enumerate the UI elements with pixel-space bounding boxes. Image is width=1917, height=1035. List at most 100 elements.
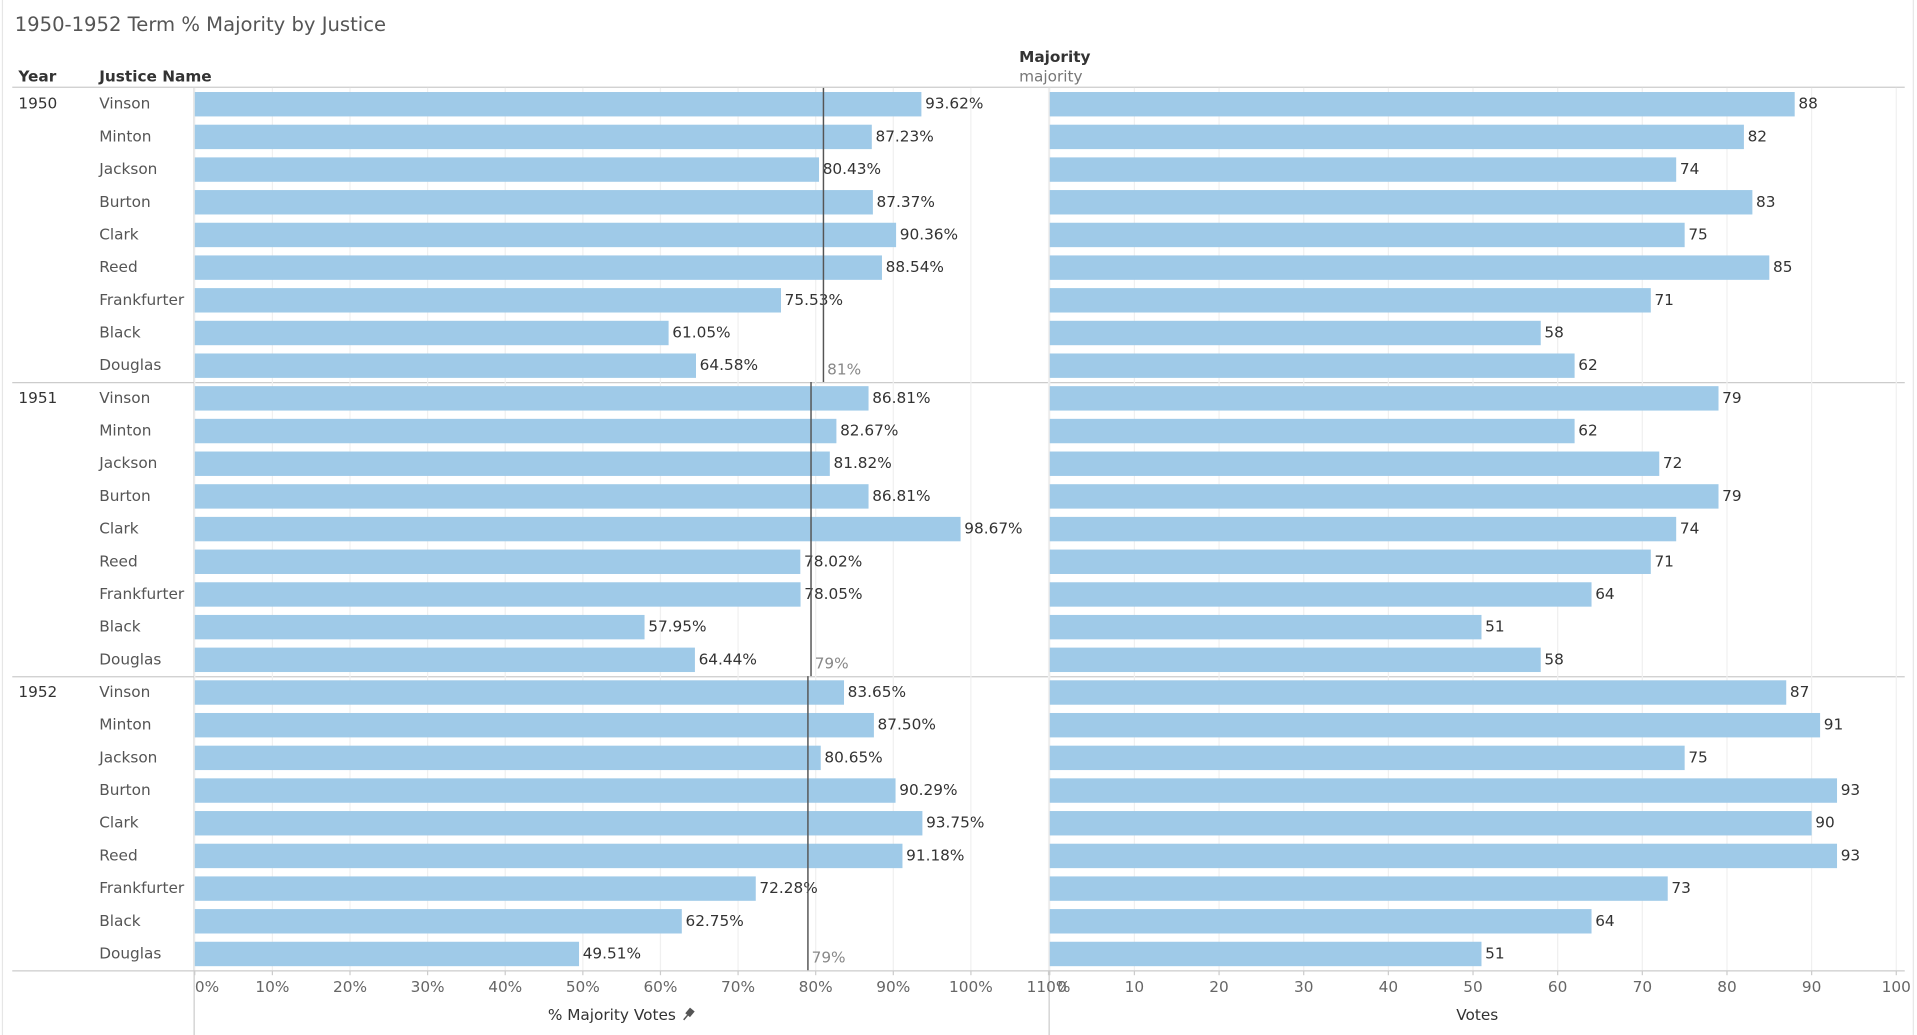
value-label: 81.82% bbox=[833, 454, 891, 472]
category-label: Burton bbox=[99, 781, 151, 799]
category-label: Black bbox=[99, 618, 141, 636]
category-label: Reed bbox=[99, 552, 137, 570]
value-label: 61.05% bbox=[672, 324, 730, 342]
bar bbox=[194, 647, 695, 673]
x-tick-label: 40% bbox=[488, 978, 522, 996]
bar bbox=[1049, 680, 1787, 705]
bar bbox=[1049, 811, 1812, 836]
column-header: Justice Name bbox=[98, 67, 211, 85]
pin-icon bbox=[683, 1007, 695, 1021]
x-tick-label: 90% bbox=[876, 978, 910, 996]
value-label: 75.53% bbox=[785, 291, 843, 309]
bar bbox=[1049, 288, 1651, 313]
category-label: Reed bbox=[99, 846, 137, 864]
year-label: 1951 bbox=[18, 389, 57, 407]
bar bbox=[1049, 941, 1482, 967]
category-label: Vinson bbox=[99, 95, 150, 113]
x-tick-label: 30% bbox=[411, 978, 445, 996]
bar bbox=[1049, 92, 1795, 117]
bar bbox=[194, 909, 682, 934]
value-label: 62.75% bbox=[685, 912, 743, 930]
chart-title: 1950-1952 Term % Majority by Justice bbox=[15, 13, 386, 36]
category-label: Frankfurter bbox=[99, 585, 185, 603]
value-label: 58 bbox=[1544, 324, 1563, 342]
bar bbox=[194, 451, 830, 476]
value-label: 87 bbox=[1790, 683, 1809, 701]
bar bbox=[1049, 222, 1685, 248]
x-tick-label: 0% bbox=[195, 978, 219, 996]
x-tick-label: 50% bbox=[566, 978, 600, 996]
bar bbox=[194, 386, 869, 411]
bar bbox=[194, 745, 821, 771]
x-tick-label: 80 bbox=[1717, 978, 1736, 996]
value-label: 86.81% bbox=[872, 487, 930, 505]
value-label: 88 bbox=[1798, 95, 1817, 113]
x-tick-label: 0 bbox=[1057, 978, 1067, 996]
x-tick-label: 60% bbox=[643, 978, 677, 996]
bar bbox=[194, 320, 669, 346]
value-label: 80.43% bbox=[823, 160, 881, 178]
bar bbox=[1049, 255, 1770, 280]
bar bbox=[1049, 418, 1575, 444]
x-tick-label: 80% bbox=[799, 978, 833, 996]
bar bbox=[194, 157, 820, 182]
value-label: 91 bbox=[1824, 716, 1843, 734]
value-label: 93 bbox=[1841, 846, 1860, 864]
bar bbox=[194, 190, 873, 215]
value-label: 64.58% bbox=[700, 356, 758, 374]
value-label: 75 bbox=[1688, 748, 1707, 766]
bar bbox=[1049, 386, 1719, 411]
x-tick-label: 40 bbox=[1379, 978, 1398, 996]
column-group-subtitle: majority bbox=[1019, 67, 1082, 85]
value-label: 82.67% bbox=[840, 422, 898, 440]
value-label: 62 bbox=[1578, 422, 1597, 440]
bar bbox=[194, 484, 869, 509]
bar bbox=[194, 353, 697, 378]
bar bbox=[1049, 516, 1677, 542]
category-label: Burton bbox=[99, 193, 151, 211]
bar bbox=[194, 516, 961, 542]
category-label: Frankfurter bbox=[99, 291, 185, 309]
value-label: 78.05% bbox=[804, 585, 862, 603]
bar bbox=[194, 124, 872, 150]
category-label: Jackson bbox=[98, 454, 157, 472]
bar bbox=[1049, 778, 1838, 803]
value-label: 62 bbox=[1578, 356, 1597, 374]
x-tick-label: 20% bbox=[333, 978, 367, 996]
bar bbox=[1049, 614, 1482, 640]
value-label: 71 bbox=[1654, 552, 1673, 570]
year-label: 1952 bbox=[18, 683, 57, 701]
x-tick-label: 100% bbox=[949, 978, 993, 996]
value-label: 72 bbox=[1663, 454, 1682, 472]
category-label: Douglas bbox=[99, 356, 161, 374]
category-label: Minton bbox=[99, 716, 151, 734]
bar bbox=[194, 876, 756, 901]
bar bbox=[194, 255, 882, 280]
bar bbox=[194, 288, 781, 313]
bar bbox=[1049, 647, 1541, 673]
value-label: 71 bbox=[1654, 291, 1673, 309]
value-label: 75 bbox=[1688, 225, 1707, 243]
category-label: Black bbox=[99, 912, 141, 930]
category-label: Clark bbox=[99, 814, 139, 832]
bar bbox=[194, 418, 837, 444]
bar bbox=[194, 222, 897, 248]
value-label: 74 bbox=[1680, 520, 1699, 538]
reference-label: 81% bbox=[827, 360, 861, 378]
axis-label: % Majority Votes bbox=[548, 1006, 676, 1024]
category-label: Vinson bbox=[99, 683, 150, 701]
value-label: 49.51% bbox=[583, 944, 641, 962]
value-label: 87.23% bbox=[875, 127, 933, 145]
bar bbox=[194, 843, 903, 869]
value-label: 98.67% bbox=[964, 520, 1022, 538]
value-label: 82 bbox=[1748, 127, 1767, 145]
value-label: 93.75% bbox=[926, 814, 984, 832]
value-label: 90.29% bbox=[899, 781, 957, 799]
value-label: 51 bbox=[1485, 618, 1504, 636]
category-label: Jackson bbox=[98, 748, 157, 766]
column-group-title: Majority bbox=[1019, 48, 1090, 66]
x-tick-label: 50 bbox=[1463, 978, 1482, 996]
bar bbox=[1049, 745, 1685, 771]
bar bbox=[194, 614, 645, 640]
